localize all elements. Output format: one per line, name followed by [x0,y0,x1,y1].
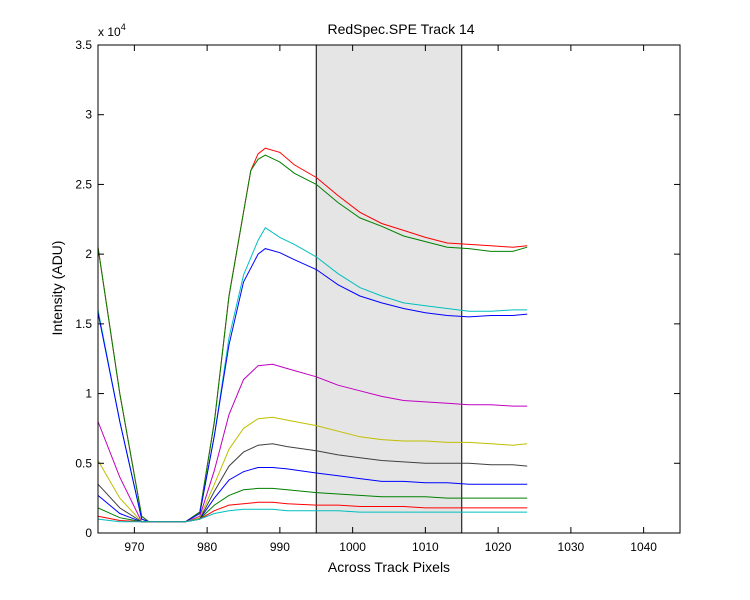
series-line-3 [97,226,528,523]
x-tick-label: 990 [270,540,290,554]
y-tick-label: 2 [85,247,92,261]
shaded-region [316,45,462,533]
y-multiplier-exp: 4 [121,22,126,32]
plot-area: 970 980 990 1000 1010 1020 1030 1040 0 0.5 1 1.5 2 2.… [75,38,681,554]
y-multiplier: x 104 [98,22,126,39]
series-line-11 [97,508,528,523]
series-line-4 [97,248,528,523]
series-line-8 [97,467,528,523]
y-tick-label: 1 [85,387,92,401]
y-tick-label: 0 [85,526,92,540]
y-tick-label: 0.5 [75,456,92,470]
series-layer [97,147,528,523]
x-tick-label: 970 [124,540,144,554]
x-tick-label: 1000 [339,540,366,554]
x-tick-label: 980 [197,540,217,554]
series-line-6 [97,416,528,523]
y-tick-label: 2.5 [75,177,92,191]
y-tick-label: 1.5 [75,317,92,331]
y-axis-label: Intensity (ADU) [49,241,65,336]
x-tick-label: 1020 [485,540,512,554]
chart-title: RedSpec.SPE Track 14 [327,21,474,37]
ticks: 970 980 990 1000 1010 1020 1030 1040 0 0.5 1 1.5 2 2.… [75,38,680,554]
x-tick-label: 1010 [412,540,439,554]
x-tick-label: 1030 [558,540,585,554]
x-tick-label: 1040 [630,540,657,554]
series-line-7 [97,443,528,523]
y-tick-label: 3.5 [75,38,92,52]
x-axis-label: Across Track Pixels [328,559,450,575]
y-multiplier-base: x 10 [98,25,121,39]
y-tick-label: 3 [85,108,92,122]
series-line-1 [97,147,528,523]
axes-frame [97,44,681,534]
series-line-2 [97,154,528,523]
